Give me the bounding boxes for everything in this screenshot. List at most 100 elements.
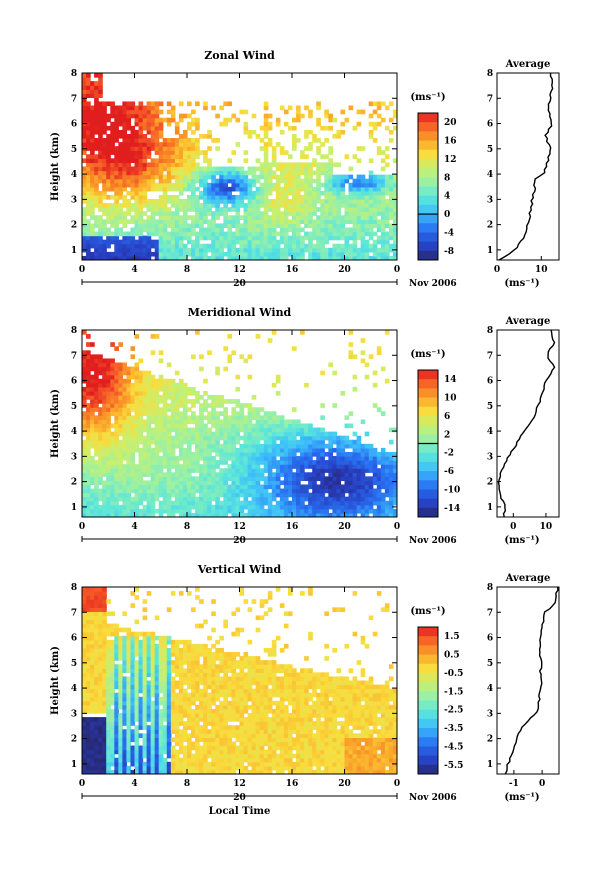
heatmap-cell xyxy=(388,243,394,249)
heatmap-cell xyxy=(86,765,91,771)
heatmap-cell xyxy=(263,166,269,172)
heatmap-cell xyxy=(150,399,156,404)
heatmap-cell xyxy=(384,211,390,216)
heatmap-cell xyxy=(182,500,188,506)
heatmap-cell xyxy=(199,484,204,490)
heatmap-cell xyxy=(211,508,216,514)
heatmap-cell xyxy=(348,500,354,506)
heatmap-cell xyxy=(219,105,224,111)
heatmap-cell xyxy=(86,255,91,260)
heatmap-cell xyxy=(336,251,342,257)
heatmap-cell xyxy=(247,182,253,188)
heatmap-cell xyxy=(304,382,309,388)
heatmap-cell xyxy=(372,512,378,517)
heatmap-cell xyxy=(154,382,160,388)
heatmap-cell xyxy=(191,451,196,457)
heatmap-cell xyxy=(376,101,382,107)
heatmap-cell xyxy=(142,146,148,151)
colorbar-swatch xyxy=(418,471,438,481)
heatmap-cell xyxy=(126,386,132,392)
heatmap-cell xyxy=(316,504,321,510)
heatmap-cell xyxy=(336,468,342,473)
heatmap-cell xyxy=(134,362,140,368)
heatmap-cell xyxy=(90,142,95,147)
heatmap-cell xyxy=(90,721,95,726)
heatmap-cell xyxy=(308,484,313,490)
heatmap-cell xyxy=(86,378,91,384)
heatmap-cell xyxy=(223,190,228,196)
heatmap-cell xyxy=(263,251,269,257)
heatmap-cell xyxy=(122,235,128,241)
heatmap-cell xyxy=(110,676,115,682)
heatmap-cell xyxy=(110,672,115,678)
heatmap-cell xyxy=(82,411,87,416)
heatmap-cell xyxy=(332,460,338,465)
heatmap-cell xyxy=(235,496,241,502)
heatmap-cell xyxy=(203,512,208,517)
heatmap-cell xyxy=(223,439,228,445)
heatmap-cell xyxy=(251,227,257,233)
heatmap-cell xyxy=(130,366,136,372)
heatmap-cell xyxy=(267,411,273,416)
heatmap-cell xyxy=(372,199,378,204)
heatmap-cell xyxy=(86,643,91,649)
heatmap-cell xyxy=(102,146,107,151)
heatmap-cell xyxy=(90,427,95,433)
heatmap-cell xyxy=(364,492,370,498)
heatmap-cell xyxy=(247,374,253,380)
heatmap-cell xyxy=(292,223,297,229)
heatmap-cell xyxy=(106,460,111,465)
heatmap-cell xyxy=(118,362,123,368)
heatmap-cell xyxy=(90,464,95,469)
heatmap-cell xyxy=(118,472,123,477)
heatmap-cell xyxy=(102,411,107,416)
heatmap-cell xyxy=(259,170,265,176)
heatmap-cell xyxy=(348,182,354,188)
heatmap-cell xyxy=(308,476,313,482)
heatmap-cell xyxy=(86,435,91,441)
heatmap-cell xyxy=(344,472,350,477)
heatmap-cell xyxy=(154,174,160,180)
heatmap-cell xyxy=(368,255,374,260)
heatmap-cell xyxy=(130,174,136,180)
heatmap-cell xyxy=(158,508,164,514)
heatmap-cell xyxy=(118,415,123,421)
heatmap-cell xyxy=(187,464,192,469)
heatmap-cell xyxy=(86,729,91,734)
heatmap-cell xyxy=(211,496,216,502)
heatmap-cell xyxy=(170,158,176,164)
heatmap-cell xyxy=(82,243,87,249)
heatmap-cell xyxy=(195,170,200,176)
heatmap-cell xyxy=(122,431,128,437)
heatmap-cell xyxy=(154,411,160,416)
heatmap-cell xyxy=(279,186,285,192)
heatmap-cell xyxy=(388,472,394,477)
heatmap-cell xyxy=(178,508,184,514)
heatmap-cell xyxy=(154,142,160,147)
heatmap-cell xyxy=(178,484,184,490)
heatmap-cell xyxy=(114,105,119,111)
heatmap-cell xyxy=(215,500,220,506)
heatmap-cell xyxy=(255,334,261,339)
heatmap-cell xyxy=(191,227,196,233)
heatmap-cell xyxy=(364,512,370,517)
heatmap-cell xyxy=(98,729,103,734)
heatmap-cell xyxy=(182,472,188,477)
heatmap-cell xyxy=(368,227,374,233)
heatmap-cell xyxy=(360,468,366,473)
heatmap-cell xyxy=(239,447,245,453)
heatmap-cell xyxy=(279,219,285,225)
heatmap-cell xyxy=(162,211,168,216)
heatmap-cell xyxy=(118,721,123,726)
heatmap-cell xyxy=(279,231,285,237)
heatmap-cell xyxy=(340,508,346,514)
heatmap-cell xyxy=(360,109,366,115)
heatmap-cell xyxy=(247,464,253,469)
heatmap-cell xyxy=(142,407,148,412)
average-y-tick-label: 8 xyxy=(487,326,493,336)
heatmap-cell xyxy=(166,415,172,421)
heatmap-cell xyxy=(271,443,277,449)
heatmap-cell xyxy=(146,105,152,111)
heatmap-cell xyxy=(170,512,176,517)
heatmap-cell xyxy=(106,435,111,441)
